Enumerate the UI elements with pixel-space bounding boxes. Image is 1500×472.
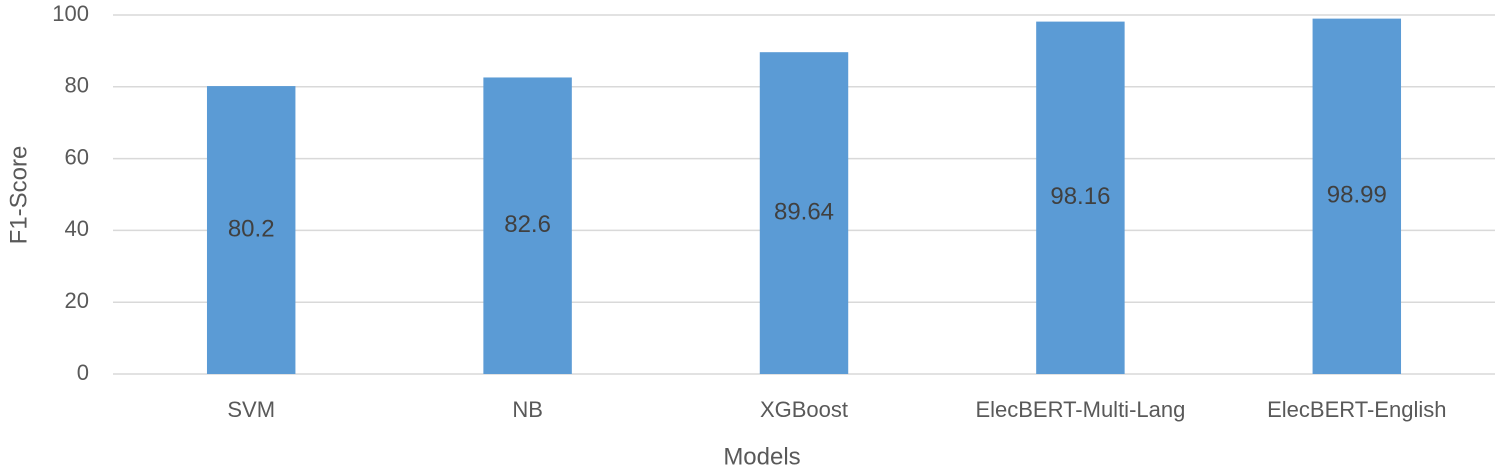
bar [206, 86, 296, 374]
x-tick-label: ElecBERT-Multi-Lang [975, 397, 1185, 422]
x-tick-label: NB [512, 397, 543, 422]
y-tick-label: 40 [65, 216, 89, 241]
data-label: 82.6 [504, 211, 551, 238]
x-tick-label: XGBoost [760, 397, 848, 422]
bar [759, 52, 849, 374]
data-label: 98.99 [1327, 182, 1387, 209]
bar [1312, 18, 1402, 374]
x-tick-label: SVM [227, 397, 275, 422]
bar [1036, 21, 1125, 375]
y-tick-label: 100 [52, 1, 89, 26]
data-label: 80.2 [228, 215, 275, 242]
x-axis-title: Models [723, 443, 800, 470]
y-tick-label: 0 [77, 360, 89, 385]
y-axis-title: F1-Score [5, 146, 32, 245]
y-tick-label: 60 [65, 144, 89, 169]
x-tick-label: ElecBERT-English [1267, 397, 1446, 422]
data-label: 98.16 [1050, 183, 1110, 210]
data-label: 89.64 [774, 198, 834, 225]
y-tick-label: 20 [65, 288, 89, 313]
y-tick-label: 80 [65, 73, 89, 98]
bar [483, 77, 572, 374]
